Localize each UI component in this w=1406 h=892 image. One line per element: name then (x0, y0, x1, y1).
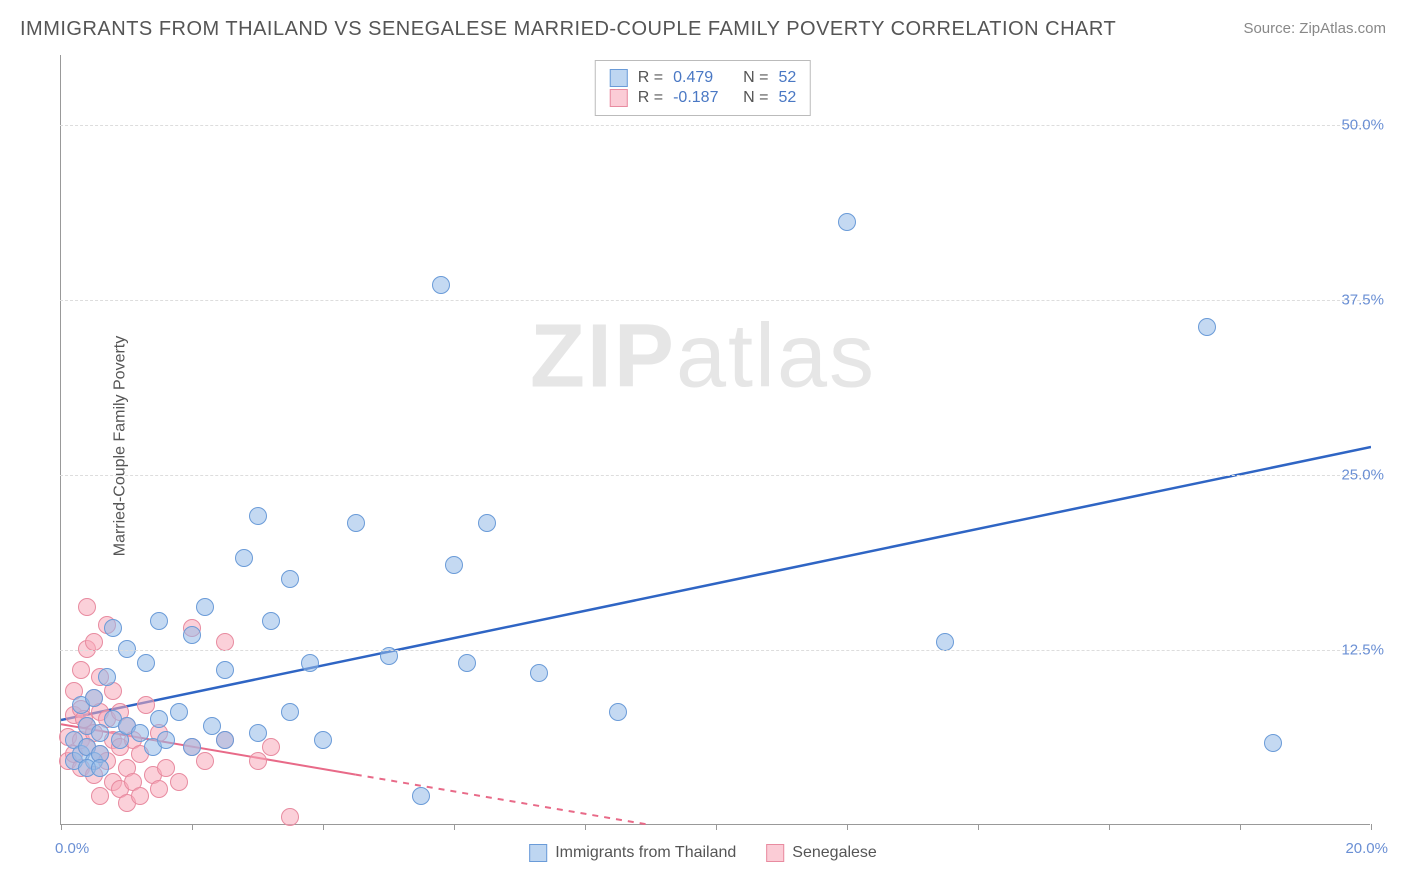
legend-label: Immigrants from Thailand (555, 844, 736, 862)
scatter-point (249, 724, 267, 742)
chart-title: IMMIGRANTS FROM THAILAND VS SENEGALESE M… (20, 18, 1116, 41)
scatter-point (347, 514, 365, 532)
scatter-point (281, 570, 299, 588)
x-tick (454, 824, 455, 830)
scatter-point (196, 752, 214, 770)
scatter-point (530, 664, 548, 682)
legend-row: R = -0.187 N = 52 (610, 89, 796, 107)
scatter-point (262, 612, 280, 630)
scatter-point (216, 731, 234, 749)
series-legend: Immigrants from Thailand Senegalese (529, 844, 877, 862)
scatter-point (150, 612, 168, 630)
y-tick-label: 25.0% (1341, 467, 1384, 484)
scatter-point (91, 724, 109, 742)
scatter-point (445, 556, 463, 574)
source-credit: Source: ZipAtlas.com (1243, 20, 1386, 37)
scatter-point (72, 661, 90, 679)
scatter-point (170, 773, 188, 791)
scatter-point (838, 213, 856, 231)
gridline (60, 650, 1370, 651)
scatter-point (478, 514, 496, 532)
scatter-point (216, 633, 234, 651)
legend-r-value: -0.187 (673, 89, 733, 107)
scatter-point (78, 598, 96, 616)
legend-n-label: N = (743, 69, 768, 87)
x-tick (585, 824, 586, 830)
x-axis-min-label: 0.0% (55, 840, 89, 857)
legend-n-value: 52 (778, 69, 796, 87)
x-tick (978, 824, 979, 830)
y-tick-label: 12.5% (1341, 642, 1384, 659)
scatter-point (150, 710, 168, 728)
gridline (60, 125, 1370, 126)
scatter-point (249, 507, 267, 525)
x-tick (1371, 824, 1372, 830)
scatter-point (98, 668, 116, 686)
scatter-point (157, 731, 175, 749)
chart-container: IMMIGRANTS FROM THAILAND VS SENEGALESE M… (0, 0, 1406, 892)
y-tick-label: 37.5% (1341, 292, 1384, 309)
scatter-point (412, 787, 430, 805)
x-tick (716, 824, 717, 830)
scatter-point (301, 654, 319, 672)
scatter-point (85, 689, 103, 707)
scatter-point (170, 703, 188, 721)
x-tick (847, 824, 848, 830)
scatter-point (432, 276, 450, 294)
scatter-point (314, 731, 332, 749)
gridline (60, 475, 1370, 476)
legend-n-label: N = (743, 89, 768, 107)
scatter-point (936, 633, 954, 651)
x-tick (1240, 824, 1241, 830)
legend-swatch (610, 89, 628, 107)
x-tick (323, 824, 324, 830)
scatter-point (104, 619, 122, 637)
legend-item: Immigrants from Thailand (529, 844, 736, 862)
legend-r-label: R = (638, 89, 663, 107)
scatter-point (1264, 734, 1282, 752)
gridline (60, 300, 1370, 301)
scatter-point (609, 703, 627, 721)
x-tick (61, 824, 62, 830)
legend-swatch (610, 69, 628, 87)
legend-row: R = 0.479 N = 52 (610, 69, 796, 87)
scatter-point (281, 703, 299, 721)
scatter-point (131, 787, 149, 805)
scatter-point (281, 808, 299, 826)
scatter-point (249, 752, 267, 770)
scatter-point (1198, 318, 1216, 336)
x-axis-max-label: 20.0% (1345, 840, 1388, 857)
scatter-point (216, 661, 234, 679)
trend-lines (61, 55, 1371, 825)
legend-item: Senegalese (766, 844, 877, 862)
correlation-legend: R = 0.479 N = 52 R = -0.187 N = 52 (595, 60, 811, 116)
scatter-point (235, 549, 253, 567)
scatter-point (262, 738, 280, 756)
scatter-point (196, 598, 214, 616)
scatter-point (91, 759, 109, 777)
legend-swatch (529, 844, 547, 862)
legend-swatch (766, 844, 784, 862)
y-tick-label: 50.0% (1341, 117, 1384, 134)
legend-r-label: R = (638, 69, 663, 87)
scatter-point (458, 654, 476, 672)
legend-r-value: 0.479 (673, 69, 733, 87)
scatter-point (183, 738, 201, 756)
x-tick (1109, 824, 1110, 830)
x-tick (192, 824, 193, 830)
scatter-point (91, 787, 109, 805)
legend-n-value: 52 (778, 89, 796, 107)
scatter-point (85, 633, 103, 651)
scatter-point (137, 654, 155, 672)
scatter-point (150, 780, 168, 798)
scatter-point (183, 626, 201, 644)
legend-label: Senegalese (792, 844, 877, 862)
scatter-point (118, 640, 136, 658)
plot-area (60, 55, 1370, 825)
